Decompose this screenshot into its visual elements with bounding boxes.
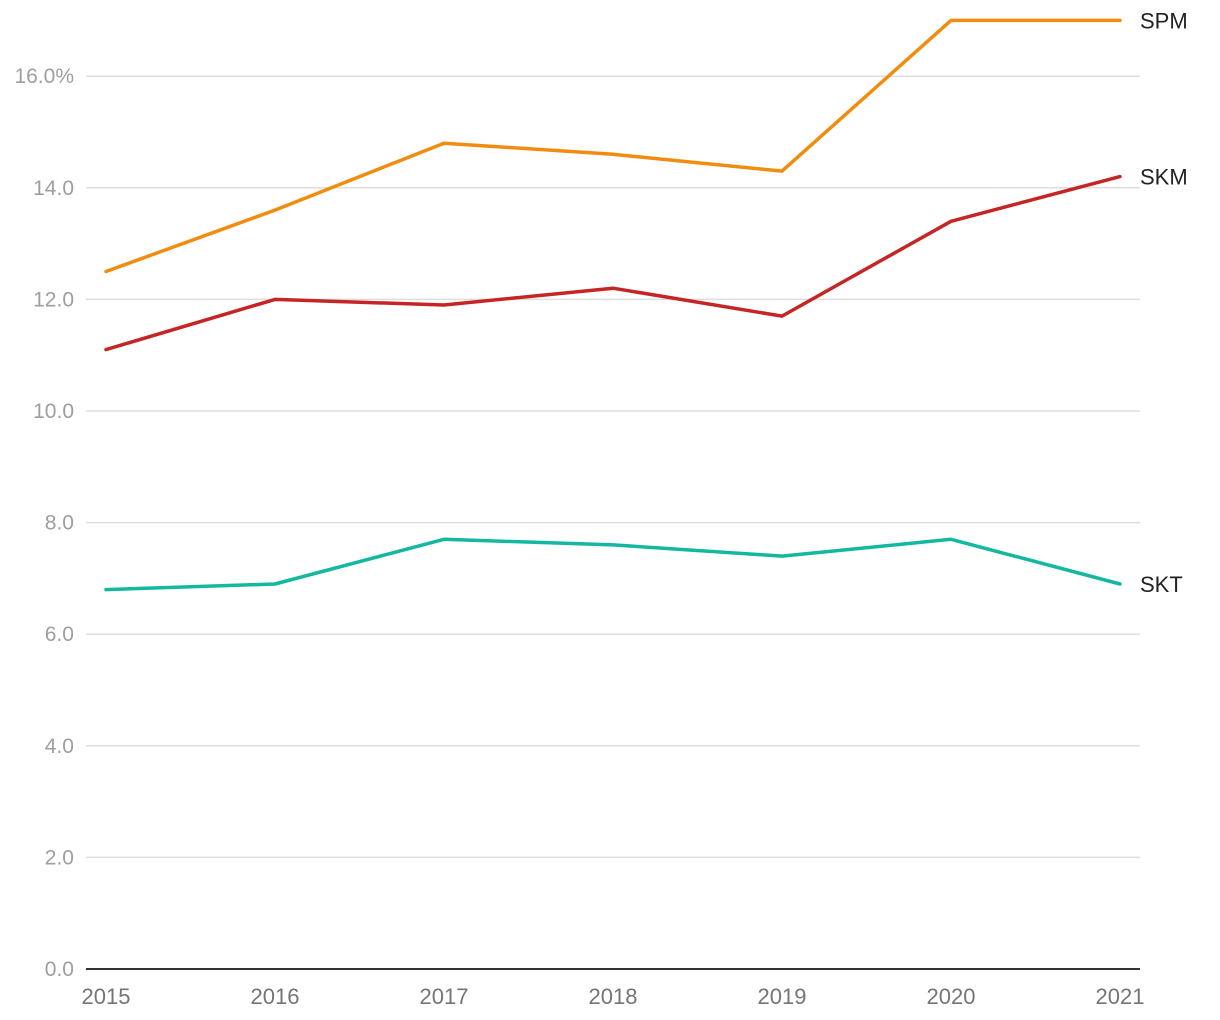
y-tick-label: 4.0 — [45, 735, 74, 758]
y-tick-label: 16.0% — [14, 65, 74, 88]
series-label-spm: SPM — [1140, 8, 1188, 33]
series-lines — [104, 18, 1122, 592]
y-tick-label: 0.0 — [45, 958, 74, 981]
series-line-skt — [104, 537, 1122, 592]
series-line-skm — [104, 174, 1122, 352]
x-axis: 2015 2016 2017 2018 2019 2020 2021 — [82, 968, 1145, 1009]
x-tick-label: 2017 — [420, 984, 469, 1009]
x-tick-label: 2018 — [589, 984, 638, 1009]
series-label-skm: SKM — [1140, 165, 1188, 190]
series-label-skt: SKT — [1140, 572, 1183, 597]
x-tick-label: 2021 — [1096, 984, 1145, 1009]
grid-lines — [86, 75, 1140, 859]
series-line-spm — [104, 18, 1122, 274]
x-tick-label: 2016 — [251, 984, 300, 1009]
x-tick-label: 2015 — [82, 984, 131, 1009]
y-tick-label: 2.0 — [45, 846, 74, 869]
y-axis: 0.0 2.0 4.0 6.0 8.0 10.0 12.0 14.0 16.0% — [14, 65, 74, 981]
y-tick-label: 8.0 — [45, 512, 74, 535]
series-labels: SPM SKM SKT — [1140, 8, 1188, 597]
y-tick-label: 14.0 — [33, 177, 74, 200]
y-tick-label: 12.0 — [33, 288, 74, 311]
x-tick-label: 2019 — [758, 984, 807, 1009]
x-tick-label: 2020 — [927, 984, 976, 1009]
y-tick-label: 10.0 — [33, 400, 74, 423]
y-tick-label: 6.0 — [45, 623, 74, 646]
